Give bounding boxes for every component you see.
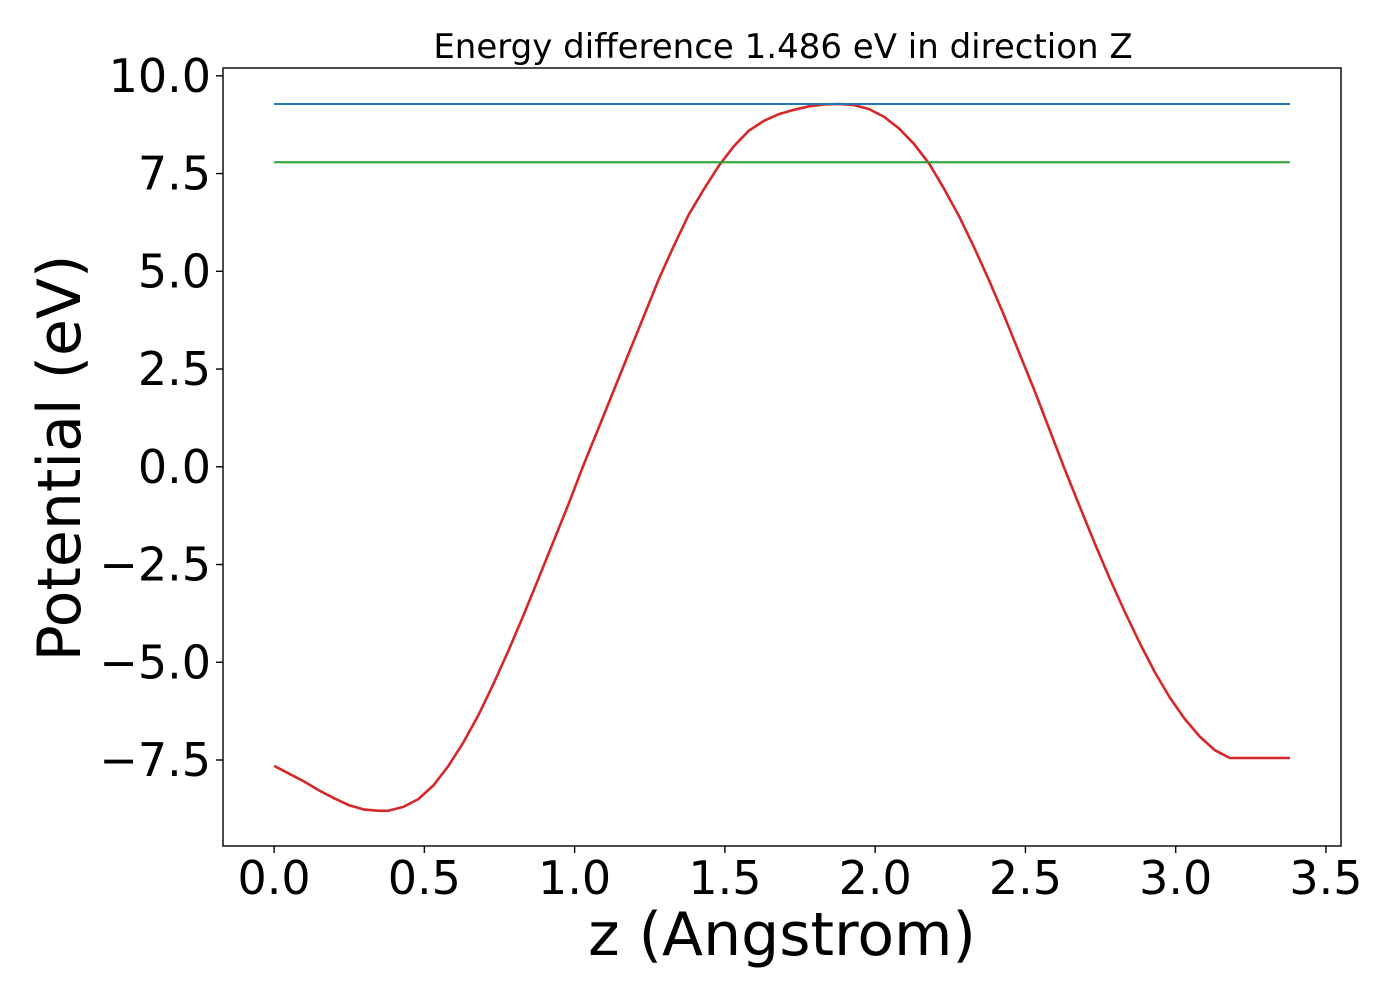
series-line-0 bbox=[273, 102, 1290, 813]
axes: 0.0 0.5 1.0 1.5 2.0 2.5 3.0 3.5 −7.5 −5.0 −2.5 0.0 2… bbox=[99, 49, 1362, 905]
x-axis-label: z (Angstrom) bbox=[588, 900, 976, 970]
y-tick-label: 0.0 bbox=[138, 440, 211, 494]
y-tick-label: 7.5 bbox=[138, 147, 211, 201]
x-tick-label: 0.0 bbox=[238, 851, 311, 905]
y-tick-label: −2.5 bbox=[99, 538, 211, 592]
x-tick-label: 2.5 bbox=[989, 851, 1062, 905]
x-tick-label: 3.5 bbox=[1289, 851, 1362, 905]
y-tick-label: 5.0 bbox=[138, 244, 211, 298]
y-tick-label: −7.5 bbox=[99, 733, 211, 787]
x-tick-label: 2.0 bbox=[839, 851, 912, 905]
x-tick-label: 0.5 bbox=[388, 851, 461, 905]
y-tick-label: 2.5 bbox=[138, 342, 211, 396]
chart-title: Energy difference 1.486 eV in direction … bbox=[433, 27, 1132, 67]
x-tick-label: 1.5 bbox=[688, 851, 761, 905]
y-tick-label: −5.0 bbox=[99, 635, 211, 689]
x-tick-label: 1.0 bbox=[538, 851, 611, 905]
plot-area bbox=[273, 102, 1290, 813]
plot-frame bbox=[222, 67, 1342, 847]
y-axis-label: Potential (eV) bbox=[25, 255, 95, 662]
x-tick-label: 3.0 bbox=[1139, 851, 1212, 905]
y-tick-label: 10.0 bbox=[109, 49, 211, 103]
